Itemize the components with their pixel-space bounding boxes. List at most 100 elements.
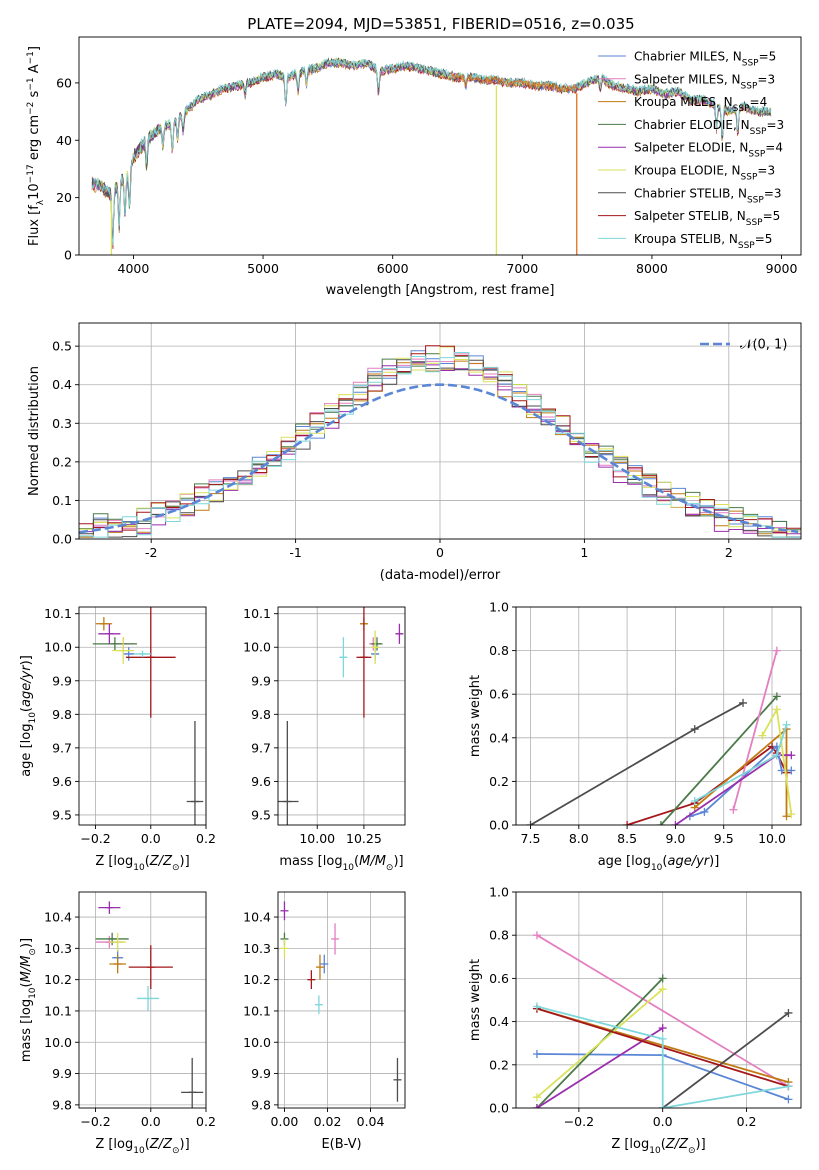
y-tick-label: 10.1 xyxy=(243,1003,271,1018)
series-line-salpeter-miles xyxy=(536,934,789,1088)
data-point xyxy=(671,821,680,825)
y-tick-label: 10.1 xyxy=(243,606,271,621)
legend-label: Salpeter MILES, NSSP=3 xyxy=(634,72,775,91)
x-axis-label: Z [log10(Z/Z⊙)] xyxy=(95,854,189,873)
x-tick-label: 6000 xyxy=(377,261,409,276)
mass_weight_vs_Z-panel: −0.2 0.0 0.2 0.0 0.2 0.4 0.6 0.8 1.0 Z [log10(Z/Z… xyxy=(468,885,802,1156)
series-line-chabrier-elodie xyxy=(660,695,778,825)
y-tick-label: 0.2 xyxy=(489,774,509,789)
age_vs_mass-panel: 10.00 10.25 9.5 9.6 9.7 9.8 9.9 10.0 10.1 mass [l… xyxy=(243,606,406,873)
mass_vs_Z-panel: −0.2 0.0 0.2 9.8 9.9 10.0 10.1 10.2 10.3 10.4 Z [l… xyxy=(19,891,216,1156)
residuals-legend: 𝒩(0, 1) xyxy=(700,338,787,353)
y-tick-label: 10.2 xyxy=(44,972,72,987)
y-axis-label: mass weight xyxy=(468,959,483,1041)
series-line-salpeter-elodie xyxy=(536,1027,664,1108)
y-tick-label: 10.1 xyxy=(44,1003,72,1018)
data-point xyxy=(772,692,781,701)
x-tick-label: −0.2 xyxy=(564,1114,594,1129)
plot-area xyxy=(95,901,204,1108)
data-point xyxy=(782,812,791,821)
y-tick-label: 10.3 xyxy=(243,941,271,956)
data-point xyxy=(623,821,632,825)
data-point xyxy=(532,1002,541,1011)
x-tick-label: −0.2 xyxy=(80,831,110,846)
x-tick-label: -2 xyxy=(145,545,157,560)
x-tick-label: 2 xyxy=(725,545,733,560)
y-tick-label: 0.4 xyxy=(52,377,72,392)
data-point xyxy=(658,1034,667,1043)
x-tick-label: 4000 xyxy=(118,261,150,276)
x-tick-label: 10.0 xyxy=(758,831,786,846)
y-tick-label: 0.8 xyxy=(489,643,509,658)
x-tick-label: 7.5 xyxy=(521,831,541,846)
plot-area xyxy=(280,901,402,1102)
residuals-panel: -2 -1 0 1 2 0.0 0.1 0.2 0.3 0.4 0.5 𝒩(0, 1) (data-mo… xyxy=(27,322,802,583)
x-tick-label: 0.0 xyxy=(653,1114,673,1129)
x-tick-label: 0.00 xyxy=(271,1114,299,1129)
y-tick-label: 9.9 xyxy=(251,1066,271,1081)
x-tick-label: 0.04 xyxy=(357,1114,385,1129)
y-tick-label: 0.6 xyxy=(489,971,509,986)
data-point xyxy=(700,807,709,816)
legend-label: Kroupa STELIB, NSSP=5 xyxy=(634,232,772,251)
data-point xyxy=(777,766,786,775)
legend-label: Chabrier MILES, NSSP=5 xyxy=(634,50,776,69)
y-tick-label: 9.8 xyxy=(52,707,72,722)
y-tick-label: 0.0 xyxy=(52,532,72,547)
x-tick-label: −0.2 xyxy=(80,1114,110,1129)
plot-area xyxy=(91,57,772,255)
axes-frame xyxy=(515,606,802,826)
y-tick-label: 0.8 xyxy=(489,928,509,943)
y-tick-label: 10.1 xyxy=(44,606,72,621)
plot-area xyxy=(526,646,796,825)
x-axis-label: mass [log10(M/M⊙)] xyxy=(279,854,403,873)
mass_weight_vs_age-panel: 7.5 8.0 8.5 9.0 9.5 10.0 0.0 0.2 0.4 0.6 0.8 1.0 age… xyxy=(468,600,802,873)
y-tick-label: 9.9 xyxy=(52,1066,72,1081)
axes-frame xyxy=(515,891,802,1109)
y-tick-label: 0.2 xyxy=(52,454,72,469)
x-tick-label: 0.2 xyxy=(196,831,216,846)
spectrum-line-kroupa-elodie xyxy=(91,57,771,244)
y-tick-label: 20 xyxy=(56,190,72,205)
legend-label: Salpeter ELODIE, NSSP=4 xyxy=(634,141,783,160)
y-tick-label: 9.6 xyxy=(251,774,271,789)
y-tick-label: 0 xyxy=(64,248,72,263)
y-tick-label: 60 xyxy=(56,75,72,90)
y-tick-label: 10.0 xyxy=(243,1035,271,1050)
y-tick-label: 0.4 xyxy=(489,1014,509,1029)
y-tick-label: 0.0 xyxy=(489,818,509,833)
x-tick-label: 10.00 xyxy=(299,831,335,846)
data-point xyxy=(532,1093,541,1102)
age_vs_Z-panel: −0.2 0.0 0.2 9.5 9.6 9.7 9.8 9.9 10.0 10.1 Z [log1… xyxy=(19,606,216,873)
data-point xyxy=(758,731,767,740)
y-tick-label: 0.6 xyxy=(489,687,509,702)
axes-frame xyxy=(78,891,207,1109)
data-point xyxy=(739,698,748,707)
y-tick-label: 10.4 xyxy=(243,910,271,925)
x-tick-label: 0.0 xyxy=(141,831,161,846)
y-tick-label: 10.0 xyxy=(243,640,271,655)
x-tick-label: 0.2 xyxy=(737,1114,757,1129)
y-tick-label: 10.4 xyxy=(44,910,72,925)
y-tick-label: 9.9 xyxy=(251,673,271,688)
data-point xyxy=(526,821,535,825)
y-axis-label: mass [log10(M/M⊙)] xyxy=(19,938,38,1062)
histogram-kroupa-stelib xyxy=(79,352,801,538)
y-tick-label: 9.6 xyxy=(52,774,72,789)
legend-label: Chabrier ELODIE, NSSP=3 xyxy=(634,118,784,137)
data-point xyxy=(532,1104,541,1108)
y-tick-label: 1.0 xyxy=(489,600,509,615)
x-tick-label: 8.0 xyxy=(569,831,589,846)
y-tick-label: 0.4 xyxy=(489,730,509,745)
x-axis-label: Z [log10(Z/Z⊙)] xyxy=(95,1137,189,1156)
spectrum-panel: 4000 5000 6000 7000 8000 9000 0 20 40 60 Chabrier … xyxy=(26,36,802,298)
x-tick-label: 5000 xyxy=(247,261,279,276)
x-tick-label: 9.0 xyxy=(665,831,685,846)
data-point xyxy=(658,974,667,983)
y-tick-label: 10.3 xyxy=(44,941,72,956)
axes-frame xyxy=(78,606,207,826)
plot-area xyxy=(92,607,204,825)
legend-label: Kroupa MILES, NSSP=4 xyxy=(634,95,767,114)
data-point xyxy=(772,646,781,655)
